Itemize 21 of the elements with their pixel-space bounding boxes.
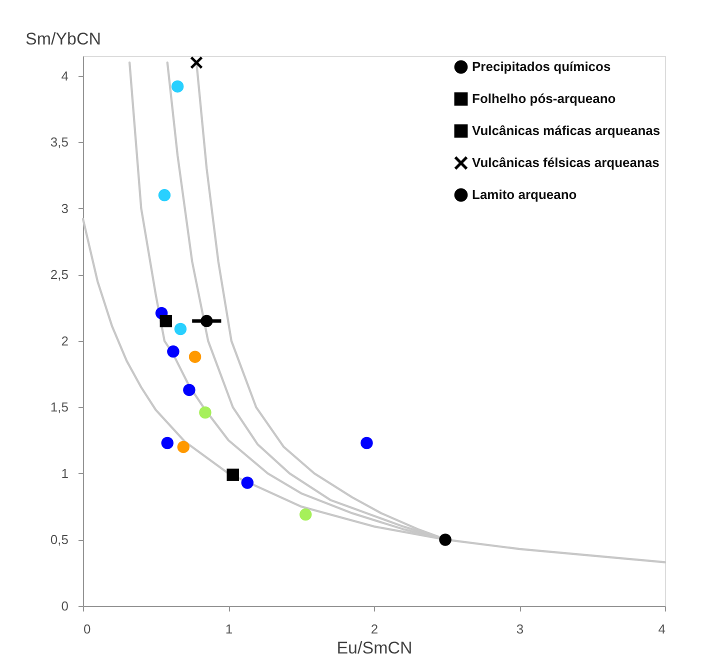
x-tick-label: 1 — [225, 622, 233, 636]
legend-label: Lamito arqueano — [472, 187, 577, 202]
x-tick-label: 2 — [370, 622, 378, 636]
y-axis-title: Sm/YbCN — [26, 30, 102, 48]
y-tick-label: 1,5 — [50, 400, 68, 415]
legend-label: Vulcânicas máficas arqueanas — [472, 123, 660, 138]
x-axis-title: Eu/SmCN — [336, 638, 412, 658]
x-tick-label: 0 — [84, 622, 91, 636]
legend-label: Precipitados químicos — [472, 59, 611, 74]
y-tick-label: 2 — [61, 333, 68, 348]
legend-label: Folhelho pós-arqueano — [472, 91, 616, 106]
y-tick-label: 2,5 — [50, 267, 68, 282]
y-tick-label: 3 — [61, 200, 68, 216]
y-tick-label: 1 — [61, 466, 68, 481]
y-tick-label: 3,5 — [50, 134, 68, 150]
y-tick-label: 0 — [61, 598, 68, 614]
x-tick-label: 4 — [658, 622, 666, 636]
y-tick-label: 4 — [61, 68, 68, 84]
x-tick-label: 3 — [516, 622, 524, 636]
legend-label: Vulcânicas félsicas arqueanas — [472, 155, 660, 170]
y-tick-label: 0,5 — [50, 532, 68, 548]
